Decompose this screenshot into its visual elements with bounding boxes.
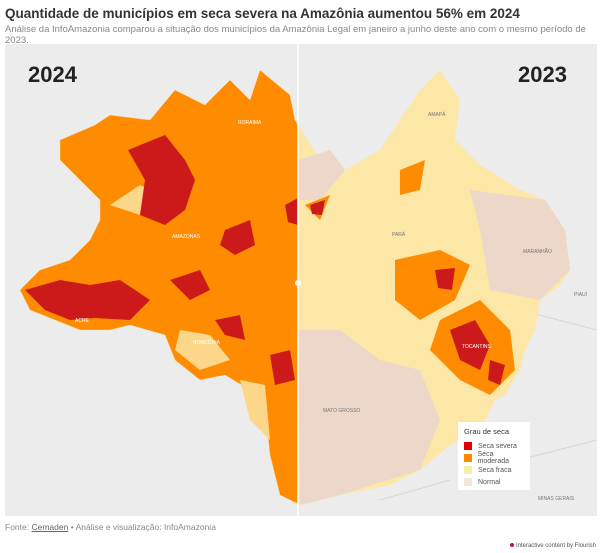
divider-handle[interactable]: [295, 280, 301, 286]
state-label-tocantins: TOCANTINS: [462, 344, 491, 350]
legend-item: Seca moderada: [464, 451, 524, 465]
state-label-mato-grosso: MATO GROSSO: [323, 408, 360, 414]
year-label-left: 2024: [28, 62, 77, 87]
chart-subtitle: Análise da InfoAmazonia comparou a situa…: [5, 24, 586, 46]
legend-item: Normal: [464, 476, 524, 488]
state-label-para: PARÁ: [392, 231, 406, 238]
legend: Grau de seca Seca severa Seca moderada S…: [458, 422, 530, 490]
source-link[interactable]: Cemaden: [31, 522, 69, 532]
state-label-maranhao: MARANHÃO: [523, 248, 552, 255]
chart-title: Quantidade de municípios em seca severa …: [5, 6, 520, 21]
state-label-rondonia: RONDÔNIA: [193, 339, 221, 346]
severe-drought-areas-2024: [25, 135, 298, 385]
year-label-right: 2023: [518, 62, 567, 87]
legend-item: Seca severa: [464, 440, 524, 452]
drought-map[interactable]: RORAIMA AMAZONAS ACRE RONDÔNIA AMAPÁ PAR…: [5, 44, 597, 516]
state-label-acre: ACRE: [75, 318, 90, 324]
legend-item: Seca fraca: [464, 464, 524, 476]
state-label-piaui: PIAUÍ: [574, 291, 588, 298]
state-label-amapa: AMAPÁ: [428, 111, 446, 118]
legend-title: Grau de seca: [464, 427, 510, 436]
state-label-amazonas: AMAZONAS: [172, 234, 201, 240]
map-2023[interactable]: AMAPÁ PARÁ MARANHÃO TOCANTINS MATO GROSS…: [20, 69, 571, 506]
state-label-roraima: RORAIMA: [238, 120, 262, 126]
state-label-minas-gerais: MINAS GERAIS: [538, 496, 575, 502]
flourish-icon: [509, 543, 514, 547]
map-2024[interactable]: RORAIMA AMAZONAS ACRE RONDÔNIA: [19, 69, 570, 506]
footer: Fonte: Cemaden • Análise e visualização:…: [5, 522, 216, 532]
flourish-credit[interactable]: Interactive content by Flourish: [509, 543, 596, 549]
severe-drought-areas-2023: [310, 200, 505, 385]
